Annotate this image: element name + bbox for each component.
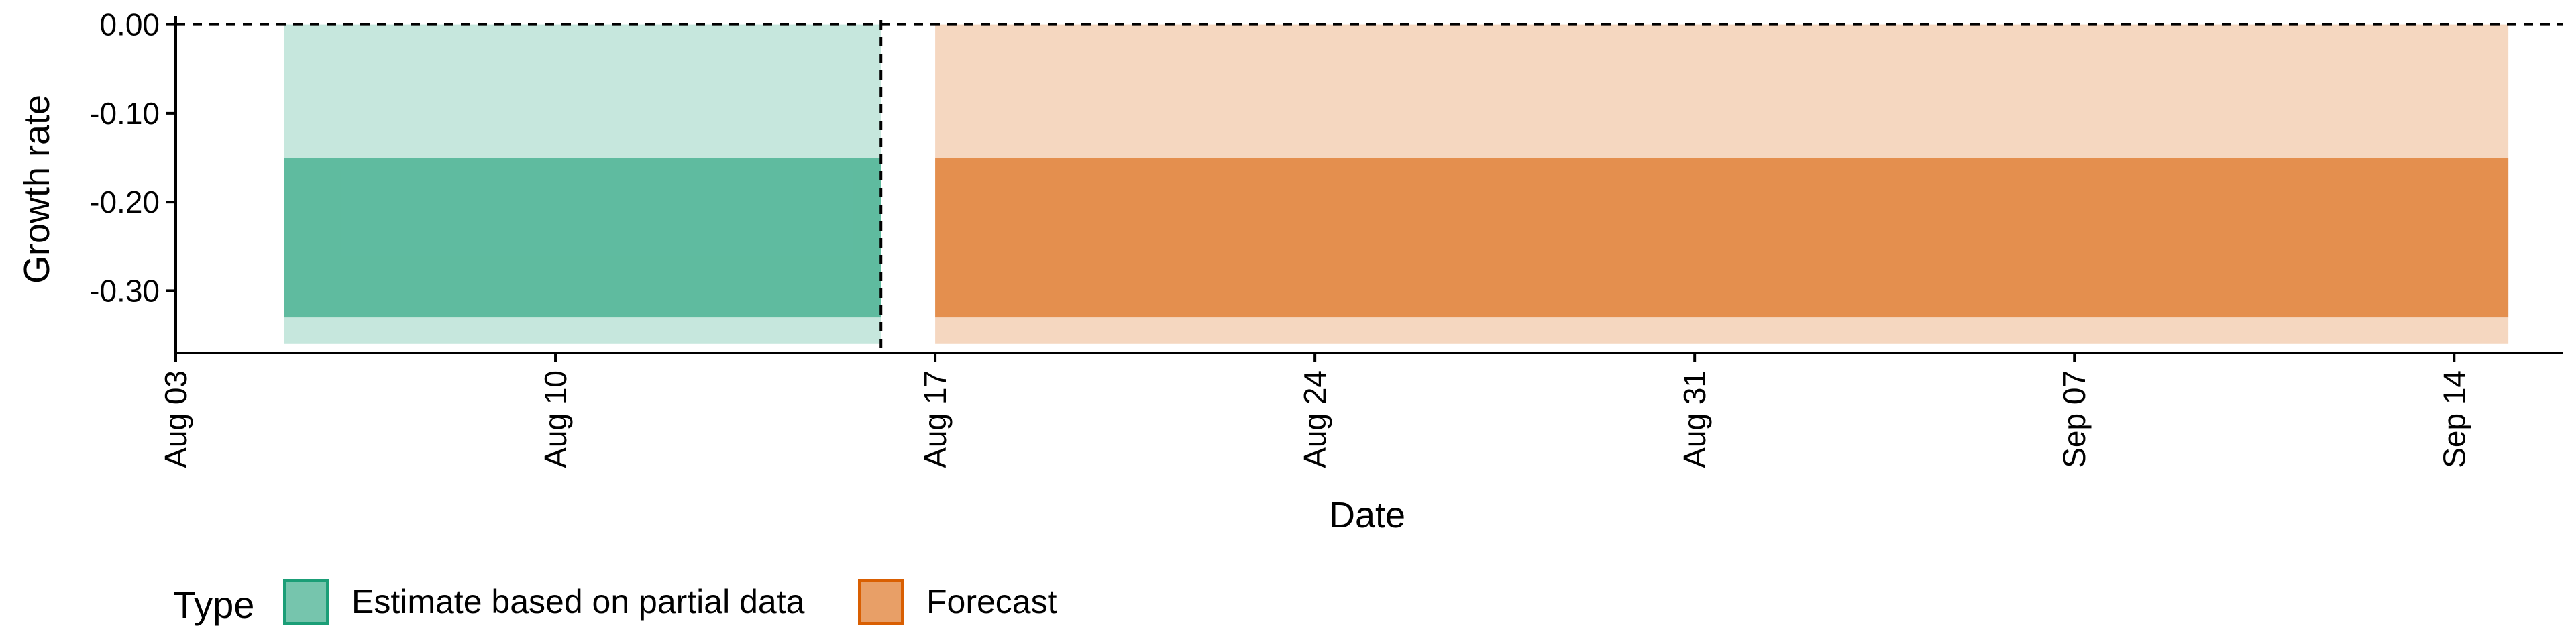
- axes: 0.00 -0.10 -0.20 -0.30 Aug 03 Aug 10 Aug 17 Aug…: [89, 7, 2563, 468]
- y-tick-label: 0.00: [99, 7, 160, 42]
- legend-title: Type: [173, 584, 254, 626]
- y-tick-label: -0.10: [89, 96, 160, 131]
- legend-key: [858, 579, 904, 625]
- legend-item: Forecast: [858, 579, 1057, 625]
- x-tick-label: Aug 03: [158, 370, 193, 468]
- legend-label: Estimate based on partial data: [352, 583, 805, 621]
- reference-lines: [176, 20, 2563, 353]
- x-tick-label: Aug 17: [918, 370, 953, 468]
- x-tick-label: Sep 14: [2436, 370, 2471, 468]
- legend: Type Estimate based on partial data Forec…: [173, 579, 1057, 626]
- x-tick-label: Aug 10: [538, 370, 573, 468]
- y-tick-label: -0.20: [89, 184, 160, 219]
- y-tick-label: -0.30: [89, 273, 160, 308]
- x-tick-label: Aug 24: [1297, 370, 1332, 468]
- band-series1-level1: [935, 158, 2509, 318]
- y-axis-title: Growth rate: [17, 95, 57, 284]
- legend-key: [283, 579, 329, 625]
- legend-item: Estimate based on partial data: [283, 579, 805, 625]
- x-axis-title: Date: [1329, 495, 1405, 535]
- bands-layer: [284, 24, 2509, 344]
- band-series0-level1: [284, 158, 881, 318]
- x-tick-label: Sep 07: [2057, 370, 2092, 468]
- legend-label: Forecast: [926, 583, 1057, 621]
- x-tick-label: Aug 31: [1677, 370, 1712, 468]
